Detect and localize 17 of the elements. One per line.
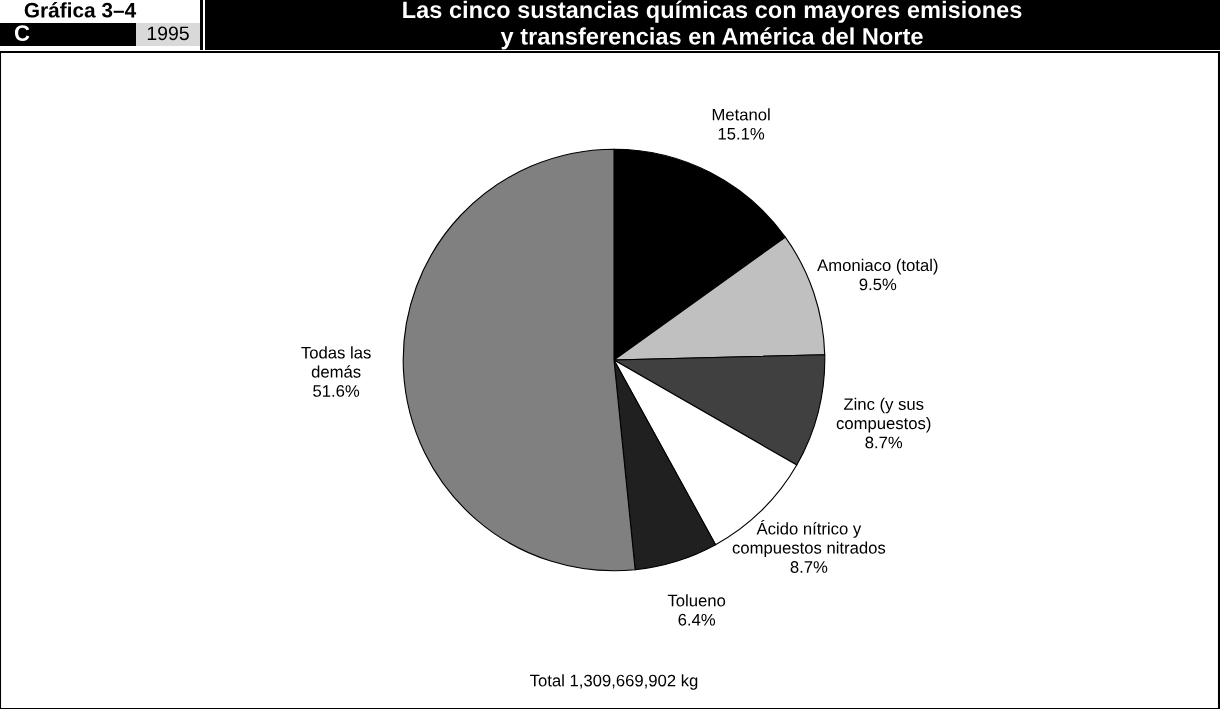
text: Total 1,309,669,902 kg — [530, 674, 698, 690]
data-label: 51.6% — [313, 385, 360, 397]
data-label: 8.7% — [790, 561, 828, 573]
text: 1995 — [147, 26, 189, 41]
data-label: 8.7% — [865, 436, 903, 449]
text: Gráfica 3–4 — [24, 2, 137, 18]
data-label: 6.4% — [678, 613, 716, 626]
slice-label: Ácido nítrico y compuestos nitrados — [732, 519, 886, 558]
slice-label: Todas las demás — [301, 346, 371, 378]
data-label: 15.1% — [718, 127, 765, 140]
text: C — [14, 25, 30, 41]
slice-label: Metanol — [712, 108, 770, 121]
chart-title: Las cinco sustancias químicas con mayores emisiones y transferencias en América del Norte — [403, 0, 1022, 50]
slice-label: Amoniaco (total) — [817, 258, 938, 275]
slice-label: Zinc (y sus compuestos) — [836, 397, 931, 433]
data-label: 9.5% — [859, 278, 897, 291]
slice-label: Tolueno — [667, 594, 726, 607]
